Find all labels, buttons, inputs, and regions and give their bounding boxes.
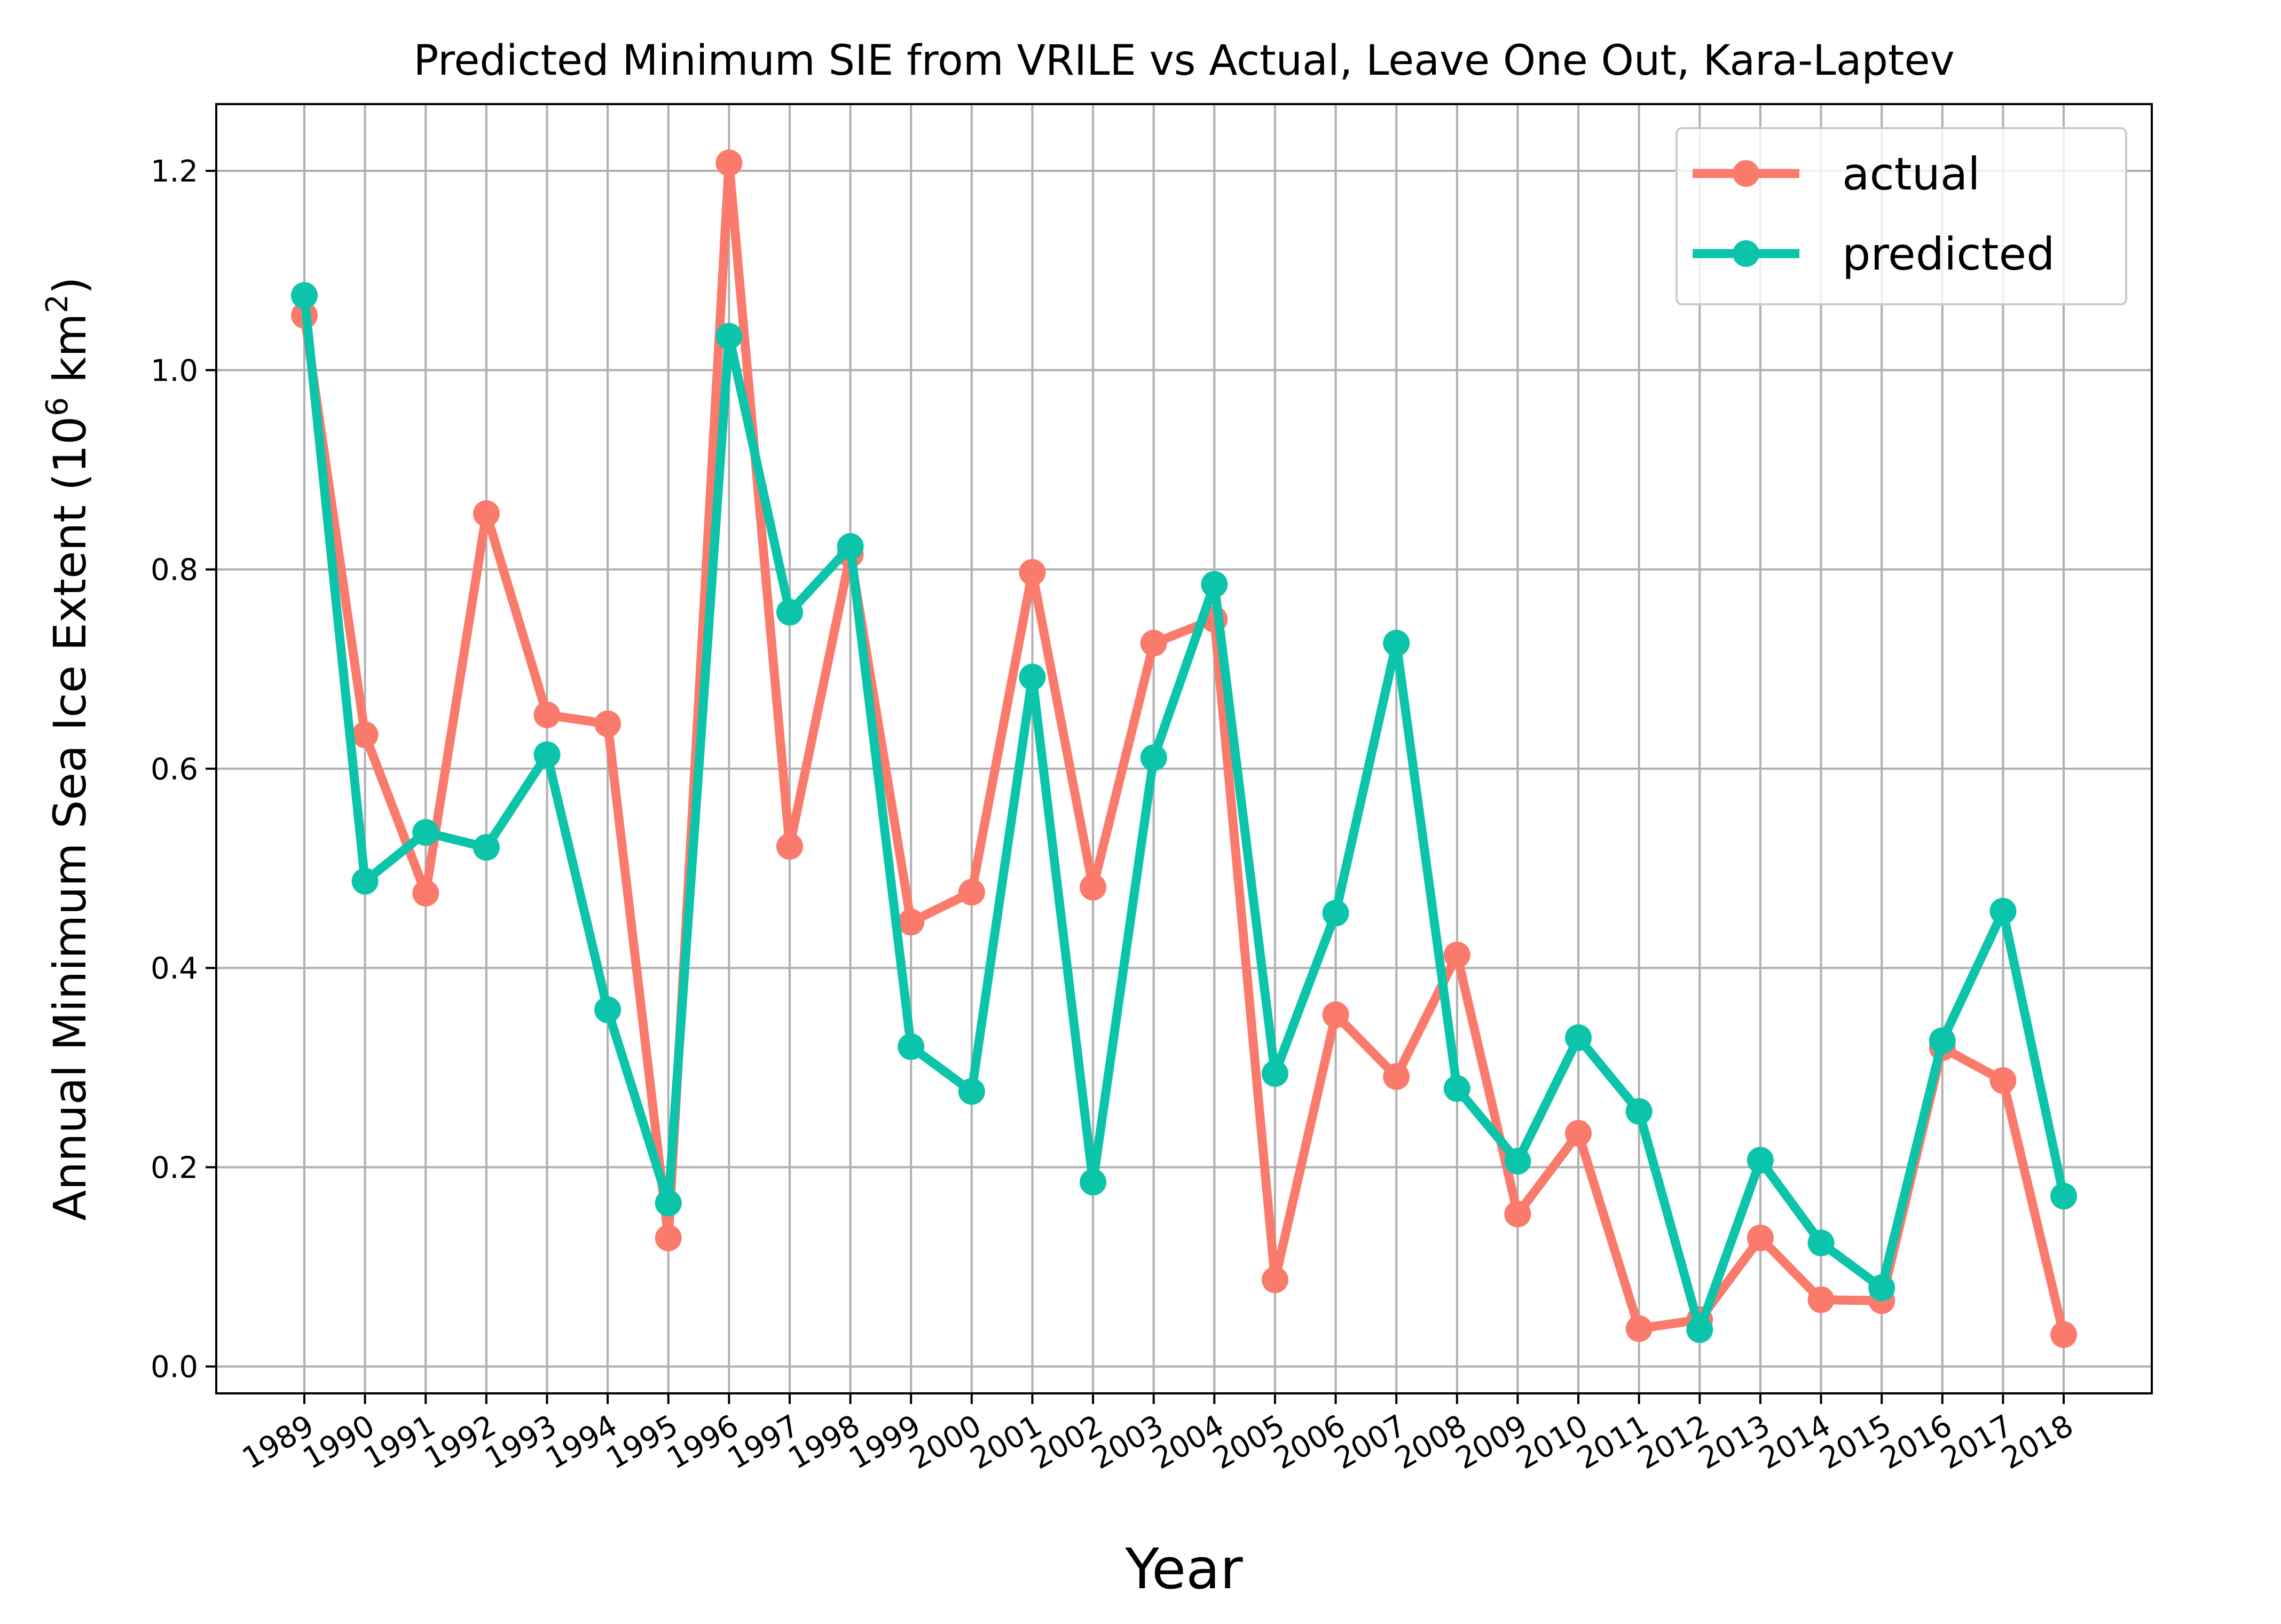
legend-label: actual (1842, 148, 1980, 200)
y-axis-label-unit: km (44, 313, 96, 397)
data-point-predicted (776, 598, 803, 626)
data-point-predicted (412, 819, 439, 846)
data-point-predicted (898, 1033, 925, 1060)
data-point-actual (533, 701, 561, 729)
data-point-predicted (1261, 1060, 1288, 1087)
y-axis-label-main: Annual Minimum Sea Ice Extent (10 (44, 416, 96, 1221)
data-point-actual (958, 879, 985, 906)
data-point-actual (776, 833, 803, 860)
y-axis-label-close: ) (44, 277, 96, 294)
x-axis-label: Year (1124, 1536, 1242, 1602)
legend-item-actual: actual (1693, 148, 1980, 200)
data-point-predicted (473, 834, 500, 861)
data-point-predicted (655, 1189, 682, 1217)
y-tick-label: 1.2 (151, 154, 198, 189)
data-point-actual (473, 500, 500, 527)
legend-label: predicted (1842, 228, 2055, 280)
data-point-predicted (1747, 1147, 1774, 1174)
legend-swatch-marker (1733, 160, 1759, 187)
y-axis-label: Annual Minimum Sea Ice Extent (106 km2) (40, 277, 96, 1220)
y-axis-label-superscript-6: 6 (40, 397, 75, 416)
series-predicted (291, 282, 2077, 1343)
data-point-actual (351, 721, 379, 748)
data-point-actual (1807, 1286, 1835, 1313)
data-point-predicted (1443, 1075, 1470, 1102)
data-point-actual (2050, 1321, 2077, 1348)
data-point-predicted (715, 322, 743, 350)
data-point-actual (1261, 1266, 1288, 1294)
data-point-actual (1747, 1224, 1774, 1251)
data-point-predicted (2050, 1182, 2077, 1210)
y-tick-label: 0.0 (151, 1350, 198, 1385)
data-point-actual (594, 710, 622, 737)
data-point-predicted (1807, 1229, 1835, 1257)
series-layer (291, 149, 2077, 1348)
chart-title: Predicted Minimum SIE from VRILE vs Actu… (413, 37, 1954, 85)
y-tick-label: 0.6 (151, 752, 198, 787)
data-point-predicted (1019, 664, 1046, 691)
y-tick-label: 0.2 (151, 1150, 198, 1185)
data-point-predicted (1686, 1316, 1713, 1343)
data-point-actual (1383, 1063, 1410, 1090)
data-point-actual (1140, 629, 1167, 657)
y-tick-label: 0.8 (151, 553, 198, 588)
data-point-predicted (533, 741, 561, 768)
data-point-actual (655, 1224, 682, 1251)
data-point-actual (1989, 1067, 2017, 1094)
data-point-predicted (1383, 629, 1410, 657)
data-point-actual (1322, 1001, 1349, 1028)
data-point-predicted (291, 282, 318, 309)
data-point-actual (1019, 559, 1046, 586)
data-point-predicted (1868, 1274, 1895, 1302)
data-point-actual (1565, 1120, 1592, 1147)
y-tick-label: 0.4 (151, 951, 198, 986)
data-point-actual (1504, 1201, 1531, 1228)
data-point-predicted (1080, 1169, 1107, 1196)
data-point-predicted (1322, 900, 1349, 927)
data-point-predicted (1140, 744, 1167, 771)
y-tick-label: 1.0 (151, 353, 198, 388)
data-point-predicted (958, 1078, 985, 1105)
data-point-predicted (1201, 571, 1228, 598)
data-point-actual (1080, 873, 1107, 901)
plot-frame (215, 103, 2153, 1394)
data-point-actual (1625, 1315, 1653, 1342)
series-actual (291, 149, 2077, 1348)
legend-swatch-marker (1733, 240, 1759, 267)
data-point-predicted (1504, 1148, 1531, 1175)
series-line-predicted (300, 295, 2068, 1335)
legend: actual predicted (1676, 127, 2127, 305)
data-point-actual (1443, 941, 1470, 968)
y-axis-label-superscript-2: 2 (40, 294, 75, 313)
data-point-predicted (1989, 897, 2017, 925)
data-point-predicted (1929, 1027, 1956, 1054)
legend-item-predicted: predicted (1693, 228, 2055, 280)
data-point-actual (898, 909, 925, 936)
data-point-predicted (594, 996, 622, 1023)
data-point-actual (715, 149, 743, 177)
data-point-predicted (837, 533, 864, 560)
data-point-actual (412, 880, 439, 907)
grid (216, 104, 2152, 1393)
data-point-predicted (1625, 1098, 1653, 1125)
data-point-predicted (351, 868, 379, 895)
data-point-predicted (1565, 1024, 1592, 1051)
